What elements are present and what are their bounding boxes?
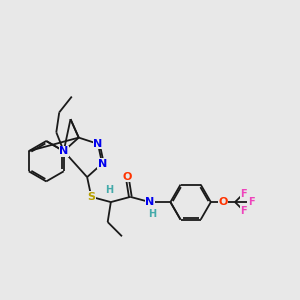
Text: F: F [248, 197, 254, 207]
Text: H: H [105, 185, 113, 195]
Text: O: O [122, 172, 132, 182]
Text: F: F [240, 206, 247, 216]
Text: N: N [93, 139, 103, 149]
Text: O: O [218, 197, 228, 207]
Text: N: N [98, 159, 107, 169]
Text: S: S [87, 192, 95, 202]
Text: N: N [145, 197, 154, 207]
Text: F: F [240, 188, 247, 199]
Text: H: H [148, 209, 157, 219]
Text: N: N [59, 146, 68, 156]
